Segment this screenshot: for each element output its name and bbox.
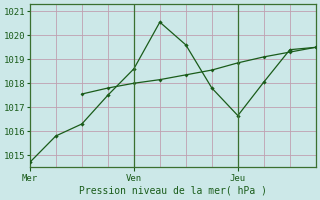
X-axis label: Pression niveau de la mer( hPa ): Pression niveau de la mer( hPa ) [79,186,267,196]
